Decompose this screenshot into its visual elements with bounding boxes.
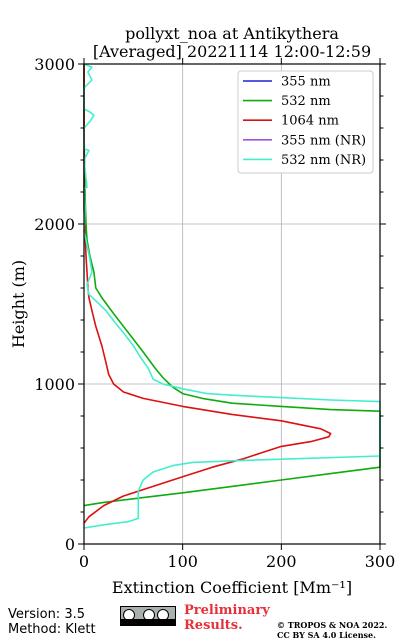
y-tick-label-1: 1000	[34, 375, 75, 394]
legend-label-4: 532 nm (NR)	[281, 153, 366, 168]
y-axis-label: Height (m)	[9, 260, 28, 348]
x-axis-label: Extinction Coefficient [Mm⁻¹]	[112, 578, 352, 597]
preliminary-results-note: Preliminary Results.	[184, 603, 270, 633]
legend-label-2: 1064 nm	[281, 114, 339, 129]
copyright-line-1: © TROPOS & NOA 2022.	[277, 620, 388, 630]
copyright-line-2: CC BY SA 4.0 License.	[277, 630, 376, 640]
cc-license-icon	[120, 606, 176, 626]
chart-title-line-2: [Averaged] 20221114 12:00-12:59	[93, 42, 371, 61]
legend-box	[237, 70, 374, 174]
x-tick-label-3: 300	[365, 552, 396, 571]
plot-frame	[83, 63, 381, 545]
y-tick-label-0: 0	[65, 535, 75, 554]
extinction-profile-chart: pollyxt_noa at Antikythera [Averaged] 20…	[9, 24, 395, 597]
legend-label-1: 532 nm	[281, 94, 331, 109]
copyright-notice: © TROPOS & NOA 2022. CC BY SA 4.0 Licens…	[277, 620, 387, 640]
series-lines	[83, 63, 381, 529]
series-line-4	[83, 63, 381, 529]
legend-label-0: 355 nm	[281, 75, 331, 90]
preliminary-line-2: Results.	[184, 618, 243, 633]
legend: 355 nm 532 nm 1064 nm 355 nm (NR) 532 nm (NR…	[237, 70, 374, 174]
y-tick-label-3: 3000	[34, 55, 75, 74]
x-tick-label-2: 200	[266, 552, 297, 571]
x-tick-label-1: 100	[167, 552, 198, 571]
x-tick-label-0: 0	[79, 552, 89, 571]
chart-title-line-1: pollyxt_noa at Antikythera	[125, 24, 339, 43]
method-text: Method: Klett	[8, 622, 96, 637]
legend-label-3: 355 nm (NR)	[281, 133, 366, 148]
preliminary-line-1: Preliminary	[184, 603, 270, 618]
y-tick-label-2: 2000	[34, 215, 75, 234]
version-text: Version: 3.5	[8, 607, 85, 622]
